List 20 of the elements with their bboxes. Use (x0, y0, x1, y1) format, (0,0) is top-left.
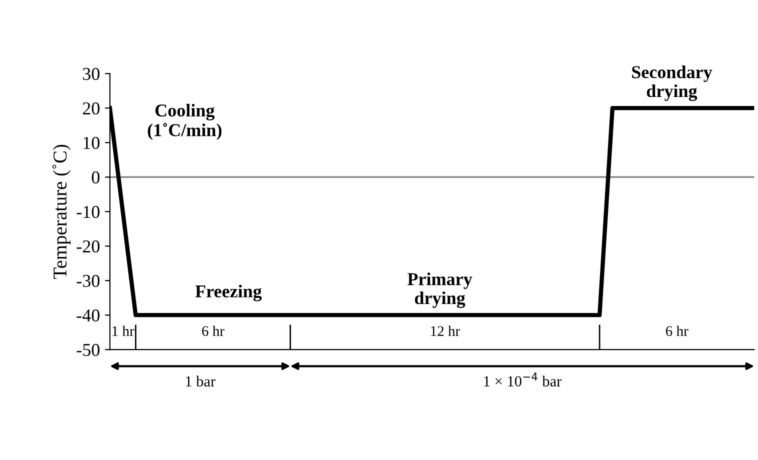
annotation: 6 hr (666, 326, 688, 336)
y-tick-label: -30 (76, 274, 100, 288)
annotation: Primary drying (408, 272, 472, 308)
y-tick-label: -20 (76, 240, 100, 253)
text: 1 × 10$^{−4}$ bar (484, 372, 562, 386)
annotation: Freezing (195, 284, 262, 302)
y-tick-label: 0 (92, 171, 100, 184)
annotation: Secondary drying (632, 66, 712, 101)
annotation: Cooling (1˚C/min) (148, 104, 222, 140)
y-axis-title: Temperature (˚C) (52, 144, 71, 279)
text: 1 bar (186, 376, 216, 387)
annotation: 12 hr (431, 326, 460, 336)
y-tick-label: -40 (76, 309, 100, 322)
annotation: 1 hr (112, 326, 134, 336)
y-tick-label: -10 (76, 206, 100, 218)
y-tick-label: 30 (82, 68, 100, 80)
y-tick-label: 20 (82, 102, 100, 115)
y-tick-label: 10 (84, 136, 100, 150)
y-tick-label: -50 (76, 344, 100, 356)
annotation: 6 hr (202, 326, 224, 336)
